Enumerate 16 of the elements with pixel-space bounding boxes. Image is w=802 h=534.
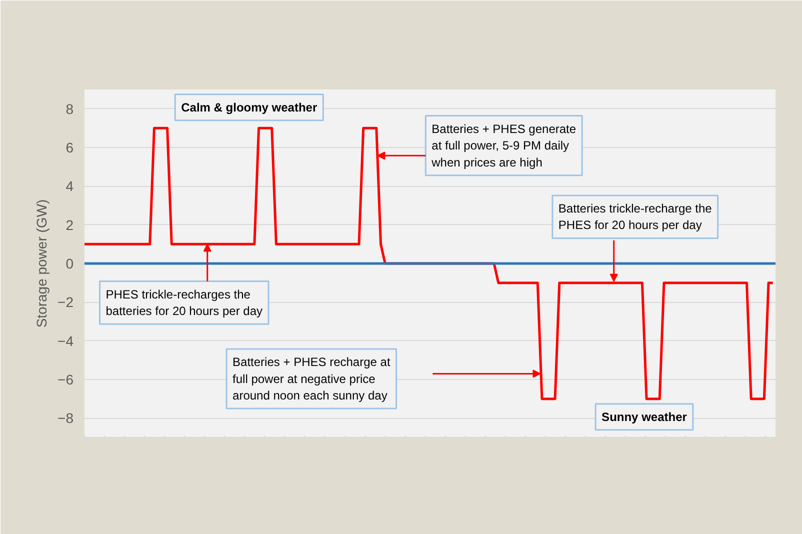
annotation: Calm & gloomy weather <box>181 100 318 114</box>
y-tick-label: 8 <box>66 100 74 117</box>
y-tick-label: −2 <box>58 294 74 310</box>
y-tick-label: 6 <box>66 140 74 156</box>
annotation: Batteries trickle-recharge the PHES for 20 hours per day <box>558 201 712 232</box>
y-tick-label: 4 <box>66 178 74 194</box>
annotation: Sunny weather <box>602 410 688 424</box>
annotation: Batteries + PHES recharge at full power at negative price around noon each sunny day <box>232 354 391 403</box>
y-tick-label: −8 <box>58 410 74 426</box>
annotation: PHES trickle-recharges the batteries for 20 hours per day <box>106 287 263 318</box>
y-tick-label: 0 <box>66 256 74 272</box>
y-axis-title: Storage power (GW) <box>34 199 50 328</box>
y-tick-label: −4 <box>58 332 74 349</box>
y-tick-label: −6 <box>58 372 74 388</box>
annotation: Batteries + PHES generate at full power, 5-9 PM daily when prices are high <box>430 122 576 170</box>
y-tick-label: 2 <box>66 216 74 233</box>
